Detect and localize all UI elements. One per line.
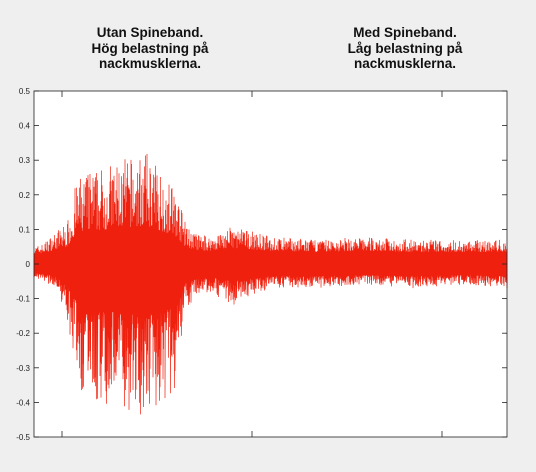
annotation-with-spineband: Med Spineband. Låg belastning på nackmus…	[347, 25, 463, 71]
signal-layer	[33, 153, 508, 415]
y-tick-label: -0.5	[16, 433, 30, 442]
y-tick-label: -0.3	[16, 364, 30, 373]
plot-frame	[33, 90, 508, 438]
y-tick-label: 0.4	[19, 122, 31, 131]
signal-series-line	[33, 153, 508, 415]
y-tick-label: 0	[26, 260, 31, 269]
y-tick-label: 0.5	[19, 87, 31, 96]
axis-layer: 0.5 0.4 0.3 0.2 0.1 0 -0.1 -0.2 -0.3 -0.4 -0.5	[16, 87, 507, 442]
y-tick-label: 0.1	[19, 225, 31, 234]
y-tick-label: 0.3	[19, 156, 31, 165]
y-tick-label: -0.2	[16, 329, 30, 338]
y-tick-label: 0.2	[19, 191, 31, 200]
annotation-without-spineband: Utan Spineband. Hög belastning på nackmu…	[91, 25, 209, 71]
y-tick-label: -0.1	[16, 295, 30, 304]
y-tick-label: -0.4	[16, 398, 30, 407]
